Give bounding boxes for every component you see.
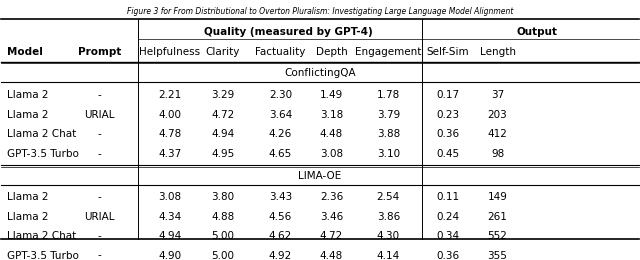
Text: Llama 2 Chat: Llama 2 Chat <box>7 129 76 139</box>
Text: 149: 149 <box>488 192 508 202</box>
Text: -: - <box>98 90 102 100</box>
Text: Self-Sim: Self-Sim <box>426 47 469 57</box>
Text: 37: 37 <box>491 90 504 100</box>
Text: Llama 2: Llama 2 <box>7 192 49 202</box>
Text: 98: 98 <box>491 149 504 159</box>
Text: Length: Length <box>479 47 516 57</box>
Text: Model: Model <box>7 47 43 57</box>
Text: 355: 355 <box>488 251 508 260</box>
Text: 261: 261 <box>488 212 508 222</box>
Text: 4.95: 4.95 <box>211 149 234 159</box>
Text: 4.62: 4.62 <box>269 231 292 241</box>
Text: Helpfulness: Helpfulness <box>140 47 200 57</box>
Text: 2.21: 2.21 <box>158 90 182 100</box>
Text: 3.08: 3.08 <box>158 192 182 202</box>
Text: 4.26: 4.26 <box>269 129 292 139</box>
Text: 3.88: 3.88 <box>377 129 400 139</box>
Text: Factuality: Factuality <box>255 47 305 57</box>
Text: Llama 2: Llama 2 <box>7 109 49 120</box>
Text: Prompt: Prompt <box>78 47 122 57</box>
Text: 2.54: 2.54 <box>377 192 400 202</box>
Text: Llama 2: Llama 2 <box>7 212 49 222</box>
Text: ConflictingQA: ConflictingQA <box>284 68 356 78</box>
Text: Quality (measured by GPT-4): Quality (measured by GPT-4) <box>204 27 372 37</box>
Text: 203: 203 <box>488 109 508 120</box>
Text: 4.65: 4.65 <box>269 149 292 159</box>
Text: 4.00: 4.00 <box>159 109 181 120</box>
Text: Llama 2 Chat: Llama 2 Chat <box>7 231 76 241</box>
Text: 552: 552 <box>488 231 508 241</box>
Text: 0.23: 0.23 <box>436 109 460 120</box>
Text: Depth: Depth <box>316 47 348 57</box>
Text: 4.90: 4.90 <box>158 251 182 260</box>
Text: 3.10: 3.10 <box>377 149 400 159</box>
Text: 4.94: 4.94 <box>211 129 234 139</box>
Text: 3.43: 3.43 <box>269 192 292 202</box>
Text: 1.78: 1.78 <box>377 90 400 100</box>
Text: -: - <box>98 231 102 241</box>
Text: GPT-3.5 Turbo: GPT-3.5 Turbo <box>7 149 79 159</box>
Text: Llama 2: Llama 2 <box>7 90 49 100</box>
Text: 4.78: 4.78 <box>158 129 182 139</box>
Text: 4.37: 4.37 <box>158 149 182 159</box>
Text: GPT-3.5 Turbo: GPT-3.5 Turbo <box>7 251 79 260</box>
Text: 3.64: 3.64 <box>269 109 292 120</box>
Text: 4.56: 4.56 <box>269 212 292 222</box>
Text: URIAL: URIAL <box>84 212 115 222</box>
Text: 3.18: 3.18 <box>320 109 343 120</box>
Text: Clarity: Clarity <box>205 47 240 57</box>
Text: 1.49: 1.49 <box>320 90 343 100</box>
Text: URIAL: URIAL <box>84 109 115 120</box>
Text: 0.34: 0.34 <box>436 231 460 241</box>
Text: 0.11: 0.11 <box>436 192 460 202</box>
Text: 0.45: 0.45 <box>436 149 460 159</box>
Text: 4.30: 4.30 <box>377 231 400 241</box>
Text: 2.30: 2.30 <box>269 90 292 100</box>
Text: 4.72: 4.72 <box>320 231 343 241</box>
Text: 4.72: 4.72 <box>211 109 234 120</box>
Text: Output: Output <box>516 27 557 37</box>
Text: 4.34: 4.34 <box>158 212 182 222</box>
Text: 3.86: 3.86 <box>377 212 400 222</box>
Text: 4.48: 4.48 <box>320 129 343 139</box>
Text: -: - <box>98 251 102 260</box>
Text: 4.94: 4.94 <box>158 231 182 241</box>
Text: 3.79: 3.79 <box>377 109 400 120</box>
Text: 3.80: 3.80 <box>211 192 234 202</box>
Text: 0.36: 0.36 <box>436 251 460 260</box>
Text: 2.36: 2.36 <box>320 192 343 202</box>
Text: 412: 412 <box>488 129 508 139</box>
Text: -: - <box>98 192 102 202</box>
Text: 5.00: 5.00 <box>211 251 234 260</box>
Text: Engagement: Engagement <box>355 47 422 57</box>
Text: 0.36: 0.36 <box>436 129 460 139</box>
Text: 4.48: 4.48 <box>320 251 343 260</box>
Text: -: - <box>98 129 102 139</box>
Text: 5.00: 5.00 <box>211 231 234 241</box>
Text: -: - <box>98 149 102 159</box>
Text: 4.14: 4.14 <box>377 251 400 260</box>
Text: 4.88: 4.88 <box>211 212 234 222</box>
Text: 3.29: 3.29 <box>211 90 234 100</box>
Text: 3.08: 3.08 <box>320 149 343 159</box>
Text: 4.92: 4.92 <box>269 251 292 260</box>
Text: 0.24: 0.24 <box>436 212 460 222</box>
Text: LIMA-OE: LIMA-OE <box>298 171 342 181</box>
Text: 0.17: 0.17 <box>436 90 460 100</box>
Text: 3.46: 3.46 <box>320 212 343 222</box>
Text: Figure 3 for From Distributional to Overton Pluralism: Investigating Large Langu: Figure 3 for From Distributional to Over… <box>127 7 513 16</box>
